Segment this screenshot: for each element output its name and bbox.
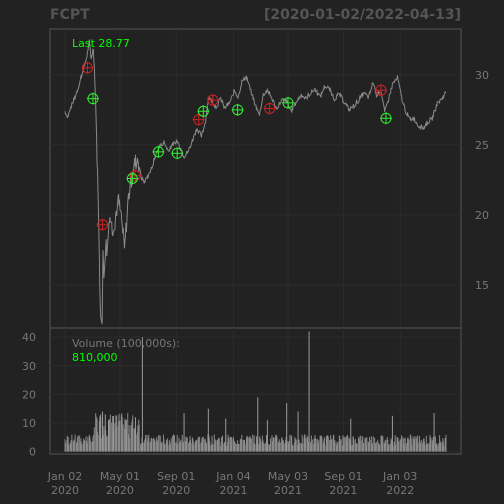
buy-signal-marker xyxy=(231,103,244,116)
x-tick-label-year: 2022 xyxy=(386,484,414,497)
buy-signal-marker xyxy=(380,112,393,125)
buy-signal-marker xyxy=(197,105,210,118)
volume-current-value: 810,000 xyxy=(72,351,118,364)
sell-signal-marker xyxy=(192,113,205,126)
buy-signal-marker xyxy=(86,92,99,105)
x-tick-label-year: 2020 xyxy=(106,484,134,497)
x-tick-label-year: 2021 xyxy=(274,484,302,497)
x-tick-label-date: Sep 01 xyxy=(324,470,362,483)
buy-signal-marker xyxy=(282,96,295,109)
volume-y-tick-label: 20 xyxy=(22,388,36,401)
x-tick-label-date: Jan 03 xyxy=(382,470,417,483)
volume-y-tick-label: 10 xyxy=(22,417,36,430)
price-line xyxy=(64,39,447,325)
sell-signal-marker xyxy=(263,102,276,115)
volume-y-tick-label: 40 xyxy=(22,331,36,344)
x-tick-label-date: Jan 04 xyxy=(215,470,250,483)
sell-signal-marker xyxy=(81,61,94,74)
x-tick-label-date: Sep 01 xyxy=(157,470,195,483)
sell-signal-marker xyxy=(96,218,109,231)
price-panel: 15 20 25 30 xyxy=(49,28,489,329)
volume-panel: 0 10 20 30 40 xyxy=(22,327,462,459)
x-tick-label-year: 2020 xyxy=(51,484,79,497)
price-y-tick-label: 30 xyxy=(475,69,489,82)
price-plot-area xyxy=(49,28,462,329)
volume-y-tick-label: 30 xyxy=(22,360,36,373)
buy-signal-marker xyxy=(171,147,184,160)
x-tick-label-date: Jan 02 xyxy=(47,470,82,483)
buy-signal-marker xyxy=(126,172,139,185)
price-y-tick-label: 20 xyxy=(475,209,489,222)
sell-signal-marker xyxy=(374,84,387,97)
volume-label: Volume (100,000s): xyxy=(72,337,180,350)
x-tick-label-date: May 01 xyxy=(100,470,140,483)
sell-signal-marker xyxy=(206,94,219,107)
buy-signal-marker xyxy=(152,145,165,158)
date-range-label: [2020-01-02/2022-04-13] xyxy=(264,7,461,23)
x-tick-label-year: 2020 xyxy=(162,484,190,497)
last-price-label: Last 28.77 xyxy=(72,37,130,50)
volume-y-tick-label: 0 xyxy=(29,446,36,459)
price-y-tick-label: 15 xyxy=(475,279,489,292)
x-tick-label-year: 2021 xyxy=(329,484,357,497)
price-y-tick-label: 25 xyxy=(475,139,489,152)
x-tick-label-year: 2021 xyxy=(220,484,248,497)
x-tick-label-date: May 03 xyxy=(268,470,308,483)
chart-title: FCPT xyxy=(50,7,90,23)
sell-signal-marker xyxy=(129,169,142,182)
